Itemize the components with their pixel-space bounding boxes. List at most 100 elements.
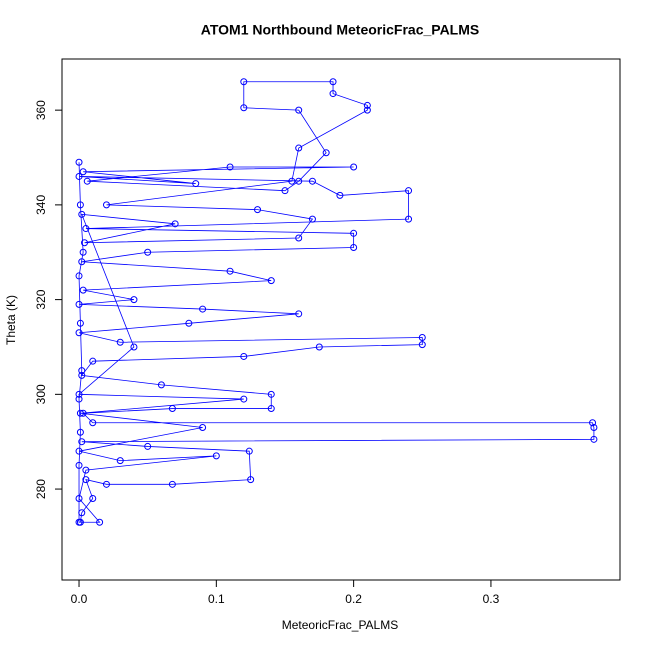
data-point (267, 405, 275, 413)
chart-title: ATOM1 Northbound MeteoricFrac_PALMS (201, 22, 479, 38)
data-point (116, 338, 124, 346)
data-point (418, 333, 426, 341)
data-point (199, 423, 207, 431)
data-point (350, 163, 358, 171)
y-tick-label: 340 (34, 195, 48, 215)
data-point (75, 495, 83, 503)
data-point (288, 177, 296, 185)
y-tick-label: 320 (34, 289, 48, 309)
data-point (226, 267, 234, 275)
data-point (322, 149, 330, 157)
data-point (102, 480, 110, 488)
data-point (76, 319, 84, 327)
data-point (308, 215, 316, 223)
x-axis-label: MeteoricFrac_PALMS (282, 618, 398, 632)
data-point (76, 409, 84, 417)
data-point (116, 457, 124, 465)
data-point (75, 158, 83, 166)
data-point (76, 201, 84, 209)
data-point (240, 78, 248, 86)
data-point (308, 177, 316, 185)
data-point (81, 239, 89, 247)
data-point (144, 248, 152, 256)
plot-frame (61, 58, 621, 581)
data-point (295, 144, 303, 152)
data-point (295, 234, 303, 242)
data-point (78, 367, 86, 375)
data-point (89, 357, 97, 365)
data-point (185, 319, 193, 327)
data-point (75, 390, 83, 398)
data-point (350, 229, 358, 237)
data-point (240, 395, 248, 403)
data-point (130, 296, 138, 304)
data-point (78, 258, 86, 266)
data-point (78, 509, 86, 517)
data-point (240, 352, 248, 360)
data-point (226, 163, 234, 171)
series-line (77, 81, 595, 523)
y-tick-label: 280 (34, 479, 48, 499)
data-point (83, 177, 91, 185)
data-point (295, 310, 303, 318)
data-point (96, 518, 104, 526)
data-point (295, 177, 303, 185)
data-point (590, 435, 598, 443)
data-point (168, 480, 176, 488)
data-point (350, 244, 358, 252)
data-point (212, 452, 220, 460)
y-tick-label: 360 (34, 100, 48, 120)
data-point (590, 423, 598, 431)
y-axis-label: Theta (K) (4, 295, 18, 345)
data-point (82, 476, 90, 484)
data-point (589, 419, 597, 427)
data-point (336, 191, 344, 199)
data-point (79, 409, 87, 417)
data-point (78, 210, 86, 218)
data-point (405, 187, 413, 195)
data-point (254, 206, 262, 214)
data-point (79, 286, 87, 294)
data-point (82, 466, 90, 474)
data-point (171, 220, 179, 228)
data-point (192, 180, 200, 188)
data-point (89, 495, 97, 503)
data-point (82, 225, 90, 233)
data-point (75, 447, 83, 455)
data-point (168, 405, 176, 413)
data-point (75, 518, 83, 526)
x-tick-label: 0.1 (208, 592, 225, 606)
x-tick-label: 0.3 (483, 592, 500, 606)
data-point (89, 419, 97, 427)
data-point (75, 172, 83, 180)
data-point (281, 187, 289, 195)
data-point (75, 395, 83, 403)
data-point (363, 101, 371, 109)
data-point (329, 90, 337, 98)
data-point (240, 104, 248, 112)
data-point (405, 215, 413, 223)
data-point (76, 428, 84, 436)
data-point (315, 343, 323, 351)
data-point (75, 461, 83, 469)
data-point (245, 447, 253, 455)
data-point (144, 442, 152, 450)
data-point (418, 341, 426, 349)
data-point (199, 305, 207, 313)
data-point (102, 201, 110, 209)
data-point (78, 371, 86, 379)
data-point (75, 272, 83, 280)
y-tick-label: 300 (34, 384, 48, 404)
x-tick-label: 0.0 (71, 592, 88, 606)
data-point (79, 248, 87, 256)
data-point (267, 277, 275, 285)
data-point (75, 300, 83, 308)
data-point (295, 106, 303, 114)
data-point (363, 106, 371, 114)
data-point (75, 329, 83, 337)
x-tick-label: 0.2 (345, 592, 362, 606)
data-point (78, 438, 86, 446)
